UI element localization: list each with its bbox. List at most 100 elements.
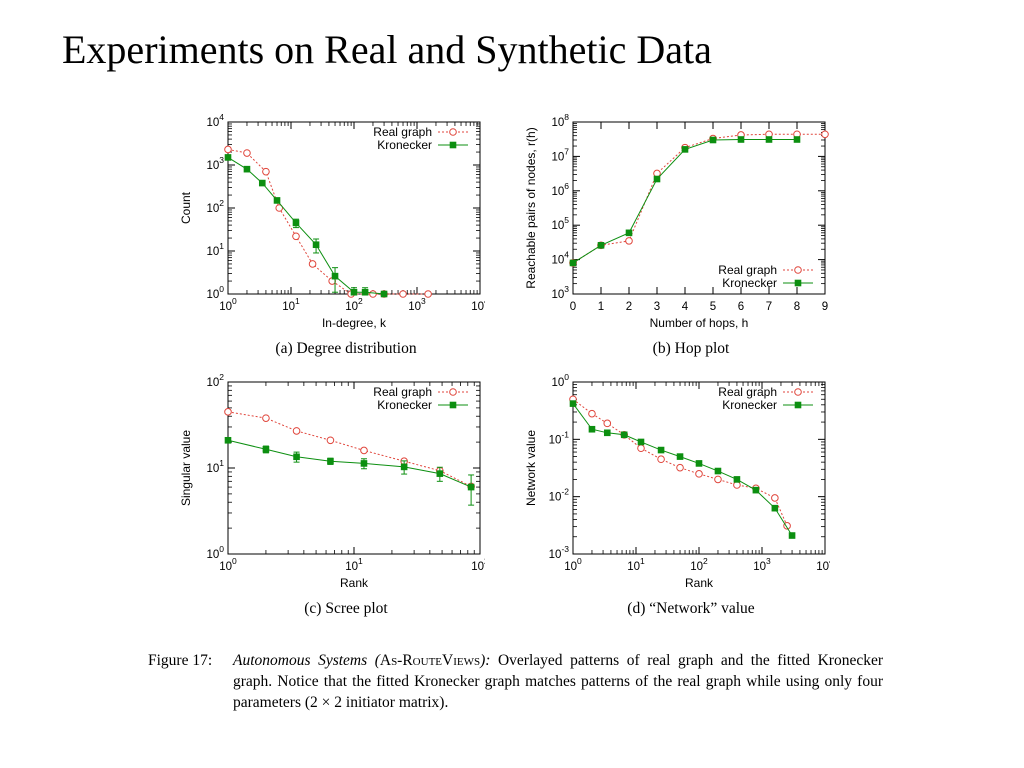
chart-scree-plot: 100101102100101102RankSingular value(c) … [175, 370, 485, 630]
plot-frame [227, 121, 481, 295]
x-tick-exponent: 2 [703, 556, 708, 566]
data-point-kron [588, 425, 596, 433]
series-line-real [227, 411, 472, 487]
data-point-kron [793, 136, 801, 143]
data-point-kron [695, 460, 703, 467]
y-tick-base: 10 [551, 377, 564, 389]
y-axis-label: Network value [524, 430, 538, 506]
y-tick-label: 104 [206, 112, 224, 129]
y-tick-base: 10 [206, 463, 219, 475]
chart-subtitle: (a) Degree distribution [275, 340, 416, 357]
data-point-real [360, 446, 368, 455]
x-tick-label: 103 [408, 296, 426, 313]
legend-label-kron: Kronecker [722, 276, 777, 290]
y-tick-exponent: 4 [564, 250, 569, 260]
y-axis-label: Count [179, 191, 193, 224]
x-tick-base: 10 [564, 561, 577, 573]
y-tick-base: 10 [551, 220, 564, 232]
data-point-real [714, 475, 722, 484]
data-point-kron [788, 532, 796, 539]
legend-label-real: Real graph [718, 263, 777, 277]
legend-marker-real [794, 388, 802, 396]
y-tick-exponent: 3 [564, 284, 569, 294]
chart-subtitle: (b) Hop plot [653, 340, 730, 357]
x-tick-label: 7 [766, 301, 772, 313]
x-tick-label: 1 [598, 301, 604, 313]
caption-title-a: Autonomous Systems ( [233, 652, 380, 669]
y-tick-exponent: -2 [561, 487, 569, 497]
data-point-real [399, 290, 407, 298]
y-tick-label: 10-3 [549, 544, 570, 561]
caption-body: Overlayed patterns of real graph and the… [233, 652, 883, 711]
data-point-kron [765, 136, 773, 143]
data-point-kron [467, 483, 475, 491]
chart-network-value: 10010110210310410-310-210-1100RankNetwor… [520, 370, 830, 630]
chart-a-svg: 100101102103104100101102103104In-degree,… [179, 112, 485, 357]
x-tick-label: 101 [282, 296, 300, 313]
y-tick-exponent: 2 [219, 372, 224, 382]
figure-caption: Figure 17: Autonomous Systems (As-RouteV… [148, 650, 883, 713]
x-axis-label: Number of hops, h [650, 316, 749, 330]
legend-marker-real [449, 128, 457, 136]
data-point-real [275, 204, 284, 212]
legend-label-kron: Kronecker [722, 398, 777, 412]
x-tick-exponent: 2 [484, 556, 485, 566]
y-tick-base: 10 [206, 246, 219, 258]
caption-title-b: ): [480, 652, 491, 669]
data-point-kron [312, 241, 320, 249]
series-line-real [572, 133, 825, 264]
data-point-kron [752, 486, 760, 494]
x-tick-base: 10 [345, 561, 358, 573]
data-point-real [603, 419, 612, 428]
data-point-kron [436, 470, 444, 477]
x-tick-exponent: 3 [421, 296, 426, 306]
x-tick-exponent: 0 [232, 556, 237, 566]
data-point-kron [681, 146, 689, 153]
data-point-kron [327, 457, 334, 465]
x-tick-base: 10 [471, 301, 484, 313]
data-point-kron [709, 136, 717, 144]
data-point-kron [400, 463, 408, 471]
x-tick-base: 10 [219, 301, 232, 313]
y-tick-base: 10 [549, 549, 562, 561]
y-tick-label: 106 [551, 181, 569, 198]
data-point-kron [625, 229, 633, 237]
data-point-kron [262, 445, 270, 453]
data-point-real [588, 409, 596, 418]
x-axis-label: Rank [340, 576, 369, 590]
data-point-kron [737, 136, 745, 143]
data-point-kron [657, 446, 665, 454]
data-point-real [308, 260, 317, 268]
caption-text: Autonomous Systems (As-RouteViews): Over… [233, 650, 883, 713]
data-point-real [224, 145, 232, 154]
x-tick-label: 5 [710, 301, 716, 313]
x-tick-exponent: 0 [577, 556, 582, 566]
y-tick-base: 10 [551, 151, 564, 163]
legend-label-real: Real graph [373, 125, 432, 139]
data-point-kron [292, 219, 300, 227]
y-tick-exponent: 7 [564, 146, 569, 156]
y-tick-base: 10 [206, 549, 219, 561]
chart-hop-plot: 0 1 2 3 4 5 6 7 8 9 103 104 105 106 107 108 Number of ho… [520, 110, 830, 370]
data-point-kron [273, 197, 281, 204]
data-point-kron [569, 259, 577, 267]
x-tick-base: 10 [627, 561, 640, 573]
y-tick-label: 108 [551, 112, 569, 129]
x-tick-label: 100 [564, 556, 582, 573]
data-point-real [224, 408, 232, 416]
data-point-kron [569, 400, 577, 407]
y-tick-label: 103 [551, 284, 569, 301]
legend-label-kron: Kronecker [377, 398, 432, 412]
x-tick-exponent: 1 [640, 556, 645, 566]
data-point-kron [380, 290, 388, 298]
data-point-real [326, 436, 335, 445]
data-point-kron [224, 436, 232, 444]
data-point-real [695, 470, 703, 478]
x-tick-exponent: 1 [295, 296, 300, 306]
y-axis-label: Reachable pairs of nodes, r(h) [524, 127, 538, 288]
data-point-kron [350, 288, 358, 296]
data-point-kron [331, 272, 339, 280]
data-point-real [424, 290, 432, 298]
data-point-real [262, 167, 270, 176]
x-tick-label: 6 [738, 301, 744, 313]
